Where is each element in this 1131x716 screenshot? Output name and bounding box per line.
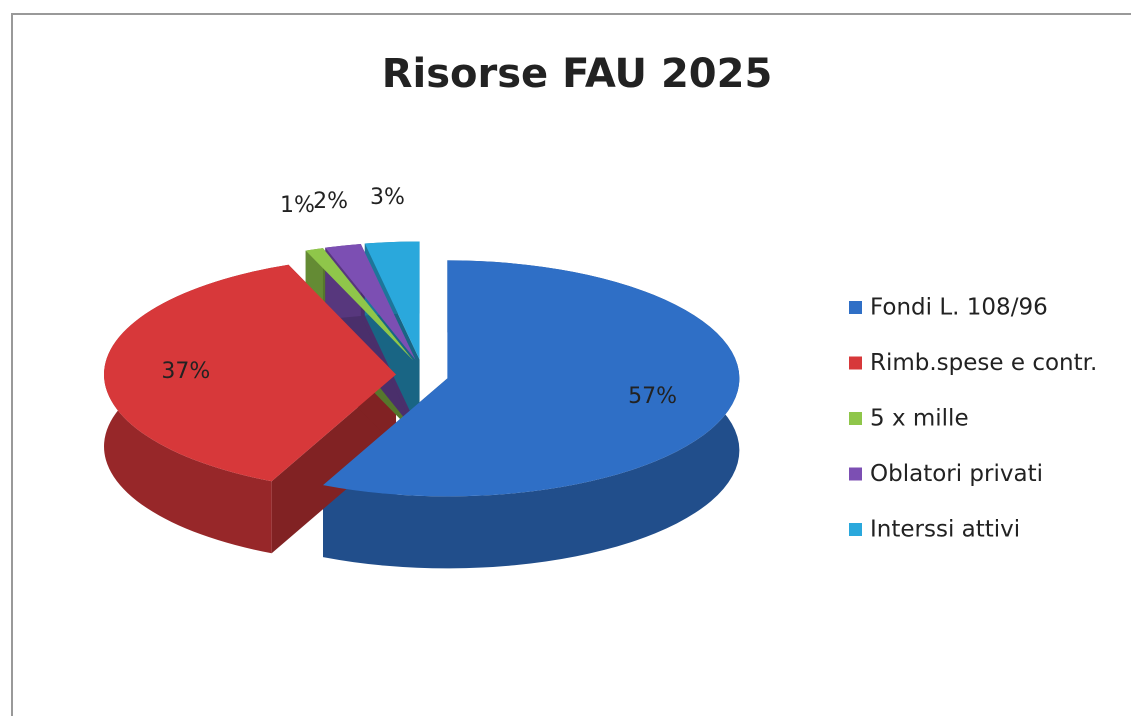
- legend-swatch: [849, 412, 862, 425]
- legend-swatch: [849, 467, 862, 481]
- slice: [323, 260, 740, 497]
- legend-label: Rimb.spese e contr.: [870, 350, 1097, 376]
- chart-title: Risorse FAU 2025: [382, 51, 773, 97]
- slice-radial-face: [271, 374, 397, 554]
- legend-swatch: [849, 523, 862, 536]
- data-label: 3%: [370, 185, 405, 210]
- data-label: 37%: [161, 359, 210, 384]
- slice: [104, 264, 397, 482]
- legend-label: 5 x mille: [870, 406, 969, 432]
- data-label: 2%: [313, 189, 348, 214]
- pie-tops: [104, 241, 740, 497]
- slice: [305, 248, 414, 361]
- data-label: 1%: [280, 193, 315, 218]
- legend-swatch: [849, 356, 862, 370]
- slice: [325, 243, 416, 360]
- chart-frame: [11, 13, 1131, 716]
- legend-label: Oblatori privati: [870, 461, 1043, 487]
- legend-swatch: [849, 301, 862, 314]
- slice: [364, 241, 420, 360]
- legend-label: Fondi L. 108/96: [870, 295, 1048, 321]
- legend: Fondi L. 108/96 Rimb.spese e contr. 5 x mi…: [849, 295, 1097, 543]
- legend-label: Interssi attivi: [870, 517, 1020, 543]
- data-labels: 57% 37% 1%2% 3%: [161, 185, 677, 409]
- data-label: 57%: [628, 384, 677, 409]
